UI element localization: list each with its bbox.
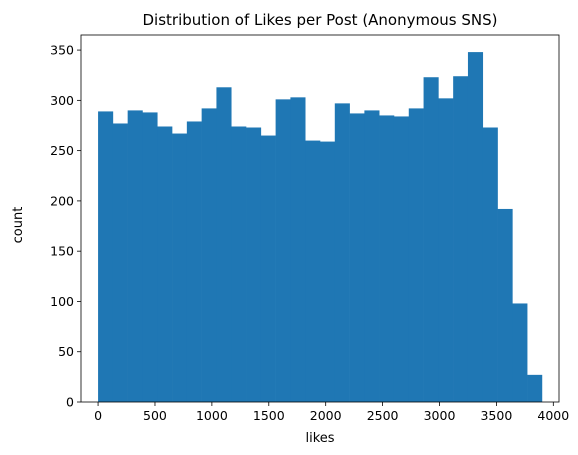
histogram-bar-0 — [98, 111, 114, 402]
histogram-bar-22 — [423, 77, 439, 403]
x-tick-label: 3500 — [480, 408, 512, 423]
histogram-bar-20 — [393, 116, 410, 402]
chart-title: Distribution of Likes per Post (Anonymou… — [142, 11, 497, 29]
histogram-bar-9 — [231, 126, 247, 402]
histogram-bar-28 — [512, 303, 528, 402]
histogram-bar-5 — [172, 133, 188, 402]
x-tick-label: 1000 — [196, 408, 228, 423]
bar-group — [98, 52, 543, 403]
x-tick-label: 0 — [94, 408, 102, 423]
histogram-bar-25 — [467, 52, 484, 403]
histogram-bar-17 — [349, 113, 365, 402]
histogram-bar-27 — [497, 208, 513, 402]
x-axis-label: likes — [305, 431, 334, 446]
y-axis-label: count — [11, 207, 26, 244]
histogram-bar-6 — [186, 121, 202, 403]
y-tick-label: 50 — [58, 344, 74, 359]
histogram-bar-15 — [320, 141, 336, 403]
histogram-bar-23 — [438, 98, 454, 402]
histogram-bar-1 — [112, 123, 128, 403]
y-axis-ticks: 0 50 100 150 200 250 300 350 — [50, 43, 81, 410]
y-tick-label: 300 — [50, 93, 74, 108]
histogram-bar-18 — [364, 110, 380, 403]
histogram-bar-10 — [246, 127, 262, 402]
histogram-bar-7 — [201, 108, 217, 403]
histogram-bar-29 — [527, 374, 543, 402]
y-tick-label: 150 — [50, 244, 74, 259]
y-tick-label: 250 — [50, 143, 74, 158]
histogram-bar-14 — [305, 140, 321, 402]
histogram-bar-19 — [379, 115, 395, 402]
y-tick-label: 200 — [50, 193, 74, 208]
x-tick-label: 2000 — [310, 408, 342, 423]
histogram-bar-2 — [127, 110, 143, 403]
y-tick-label: 100 — [50, 294, 74, 309]
x-tick-label: 500 — [143, 408, 167, 423]
histogram-bar-4 — [157, 126, 173, 402]
histogram-bar-11 — [260, 135, 276, 402]
x-axis-ticks: 0 500 1000 1500 2000 2500 3000 3500 4000 — [94, 402, 569, 423]
histogram-bar-3 — [142, 112, 158, 402]
y-tick-label: 0 — [66, 395, 74, 410]
plot-frame — [80, 34, 560, 403]
histogram-bar-8 — [216, 87, 232, 402]
histogram-bar-21 — [408, 108, 424, 403]
histogram-bar-26 — [482, 127, 498, 402]
histogram-bar-12 — [275, 99, 291, 403]
x-tick-label: 1500 — [253, 408, 285, 423]
histogram-bar-24 — [453, 76, 469, 402]
y-tick-label: 350 — [50, 43, 74, 58]
x-tick-label: 2500 — [367, 408, 399, 423]
histogram-bar-13 — [290, 97, 306, 403]
x-tick-label: 4000 — [537, 408, 569, 423]
histogram-bar-16 — [334, 103, 350, 402]
x-tick-label: 3000 — [424, 408, 456, 423]
